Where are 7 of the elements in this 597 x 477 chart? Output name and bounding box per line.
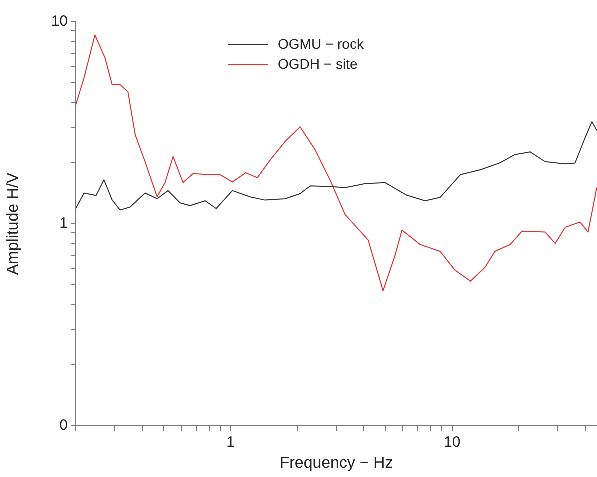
- legend-label: OGDH − site: [278, 56, 358, 72]
- y-tick-label: 0: [60, 417, 68, 434]
- y-axis-title: Amplitude H/V: [5, 172, 22, 276]
- x-axis-title: Frequency − Hz: [280, 454, 394, 472]
- y-tick-label: 1: [60, 215, 68, 232]
- y-tick-label: 10: [51, 13, 68, 30]
- legend-label: OGMU − rock: [278, 36, 364, 52]
